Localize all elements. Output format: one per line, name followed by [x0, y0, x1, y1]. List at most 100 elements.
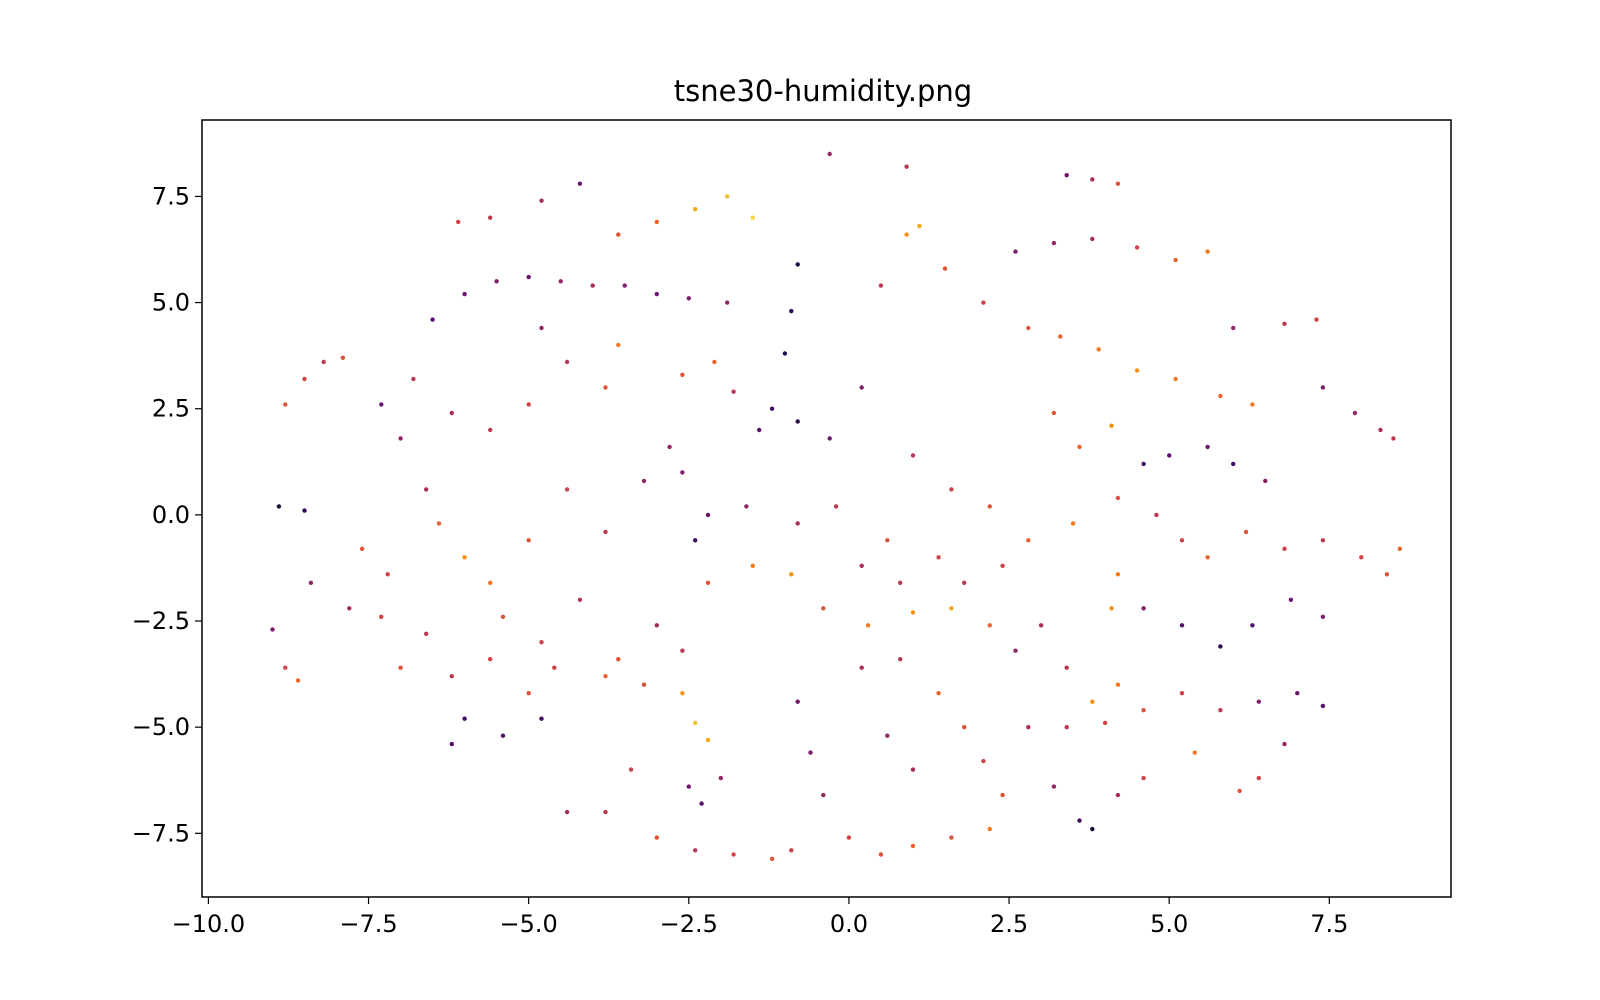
scatter-point — [1154, 512, 1159, 518]
scatter-point — [1218, 644, 1223, 649]
scatter-point — [750, 563, 755, 568]
scatter-point — [1237, 788, 1242, 794]
scatter-point — [359, 546, 365, 551]
scatter-point — [1026, 725, 1031, 730]
scatter-point — [385, 572, 390, 577]
scatter-point — [526, 274, 531, 280]
scatter-point — [981, 300, 986, 305]
scatter-point — [1058, 334, 1063, 339]
scatter-point — [379, 402, 384, 407]
scatter-point — [910, 453, 916, 458]
scatter-point — [1077, 818, 1082, 823]
scatter-point — [821, 606, 826, 611]
scatter-point — [1109, 606, 1114, 611]
scatter-point — [865, 623, 871, 628]
scatter-point — [1314, 317, 1319, 322]
scatter-point — [539, 640, 544, 645]
scatter-point — [1359, 555, 1364, 560]
scatter-point — [1013, 249, 1018, 254]
scatter-point — [910, 767, 916, 772]
scatter-point — [910, 610, 916, 615]
scatter-point — [558, 279, 563, 284]
scatter-point — [795, 521, 800, 526]
scatter-point — [1320, 703, 1326, 709]
scatter-point — [1263, 478, 1268, 484]
scatter-point — [725, 300, 730, 305]
scatter-point — [379, 614, 384, 619]
scatter-point — [302, 376, 307, 382]
scatter-point — [430, 317, 435, 322]
scatter-point — [898, 580, 903, 585]
scatter-point — [1096, 347, 1101, 352]
scatter-point — [942, 266, 948, 271]
y-tick-label: 2.5 — [152, 395, 190, 423]
scatter-point — [859, 385, 864, 390]
scatter-point — [436, 521, 442, 526]
scatter-point — [827, 151, 832, 157]
scatter-point — [1064, 725, 1069, 730]
scatter-point — [1000, 563, 1005, 568]
scatter-point — [1173, 376, 1178, 382]
scatter-point — [1256, 699, 1262, 704]
scatter-point — [1205, 555, 1210, 560]
scatter-point — [910, 843, 916, 849]
scatter-point — [1179, 538, 1185, 543]
x-tick-label: −5.0 — [500, 910, 558, 938]
scatter-point — [821, 792, 826, 798]
scatter-point — [808, 750, 813, 755]
scatter-point — [462, 291, 467, 297]
scatter-point — [962, 725, 967, 730]
scatter-point — [1205, 444, 1210, 450]
scatter-point — [1115, 495, 1121, 501]
scatter-point — [859, 563, 864, 568]
scatter-point — [1205, 249, 1210, 254]
chart-title: tsne30-humidity.png — [674, 74, 972, 108]
scatter-point — [987, 504, 992, 509]
scatter-point — [1090, 699, 1095, 704]
scatter-point — [686, 784, 691, 789]
scatter-point — [795, 419, 800, 424]
scatter-point — [1070, 521, 1076, 526]
scatter-point — [680, 648, 685, 653]
scatter-point — [898, 657, 903, 662]
scatter-point — [718, 775, 723, 781]
scatter-point — [488, 657, 493, 662]
scatter-point — [494, 279, 499, 284]
scatter-point — [1026, 325, 1031, 331]
scatter-point — [1077, 444, 1082, 450]
scatter-point — [1141, 775, 1146, 781]
scatter-point — [488, 215, 493, 220]
scatter-point — [827, 436, 832, 441]
scatter-point — [1179, 623, 1185, 628]
scatter-point — [1179, 691, 1185, 696]
scatter-point — [347, 606, 352, 611]
scatter-point — [456, 219, 461, 225]
scatter-point — [616, 657, 621, 662]
scatter-point — [936, 555, 941, 560]
scatter-point — [603, 674, 608, 679]
scatter-point — [398, 665, 403, 670]
scatter-point — [1256, 775, 1262, 781]
x-tick-label: −7.5 — [339, 910, 397, 938]
scatter-point — [725, 194, 730, 199]
y-tick-label: 0.0 — [152, 501, 190, 529]
scatter-point — [789, 308, 794, 314]
scatter-point — [564, 809, 570, 815]
scatter-point — [622, 283, 627, 288]
scatter-point — [654, 219, 659, 225]
scatter-point — [564, 359, 570, 365]
scatter-point — [270, 627, 275, 632]
scatter-point — [1250, 623, 1255, 628]
scatter-point — [680, 691, 685, 696]
scatter-point — [616, 342, 621, 348]
scatter-point — [1026, 538, 1031, 543]
scatter-point — [1051, 240, 1057, 246]
scatter-point — [1064, 173, 1069, 178]
scatter-point — [962, 580, 967, 585]
scatter-point — [1173, 257, 1178, 263]
scatter-point — [628, 767, 634, 772]
scatter-point — [693, 720, 698, 726]
scatter-point — [949, 487, 954, 492]
scatter-point — [603, 385, 608, 390]
